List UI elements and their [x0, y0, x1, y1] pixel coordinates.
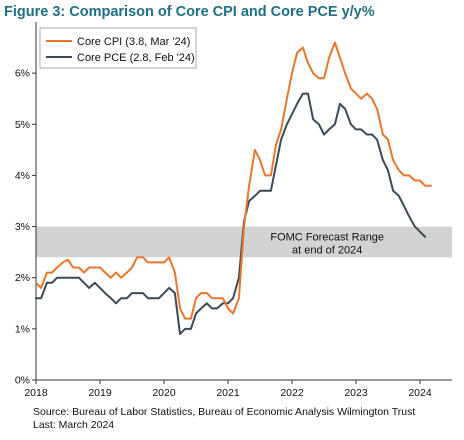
fomc-band-label: FOMC Forecast Range: [270, 232, 384, 244]
source-line: Source: Bureau of Labor Statistics, Bure…: [33, 406, 416, 418]
y-tick-label: 1%: [15, 323, 30, 335]
y-tick-label: 0%: [15, 375, 30, 387]
legend-label-core-pce: Core PCE (2.8, Feb '24): [77, 52, 195, 64]
fomc-band-label: at end of 2024: [292, 245, 362, 257]
core-cpi-line: [35, 41, 432, 320]
figure-title: Figure 3: Comparison of Core CPI and Cor…: [4, 4, 375, 20]
y-tick-label: 4%: [15, 170, 30, 182]
core-pce-line: [35, 92, 427, 335]
x-tick-label: 2024: [408, 387, 432, 399]
y-tick-label: 2%: [15, 272, 30, 284]
x-tick-label: 2020: [152, 387, 176, 399]
legend-label-core-cpi: Core CPI (3.8, Mar '24): [77, 36, 190, 48]
y-tick-label: 5%: [15, 119, 30, 131]
x-tick-label: 2021: [216, 387, 240, 399]
y-tick-label: 3%: [15, 221, 30, 233]
y-tick-label: 6%: [15, 68, 30, 80]
legend-box: [39, 27, 197, 69]
x-tick-label: 2022: [280, 387, 304, 399]
source-note: Source: Bureau of Labor Statistics, Bure…: [33, 406, 415, 432]
x-tick-label: 2019: [88, 387, 112, 399]
x-tick-label: 2018: [24, 387, 48, 399]
x-tick-label: 2023: [344, 387, 368, 399]
last-updated-line: Last: March 2024: [33, 419, 115, 431]
